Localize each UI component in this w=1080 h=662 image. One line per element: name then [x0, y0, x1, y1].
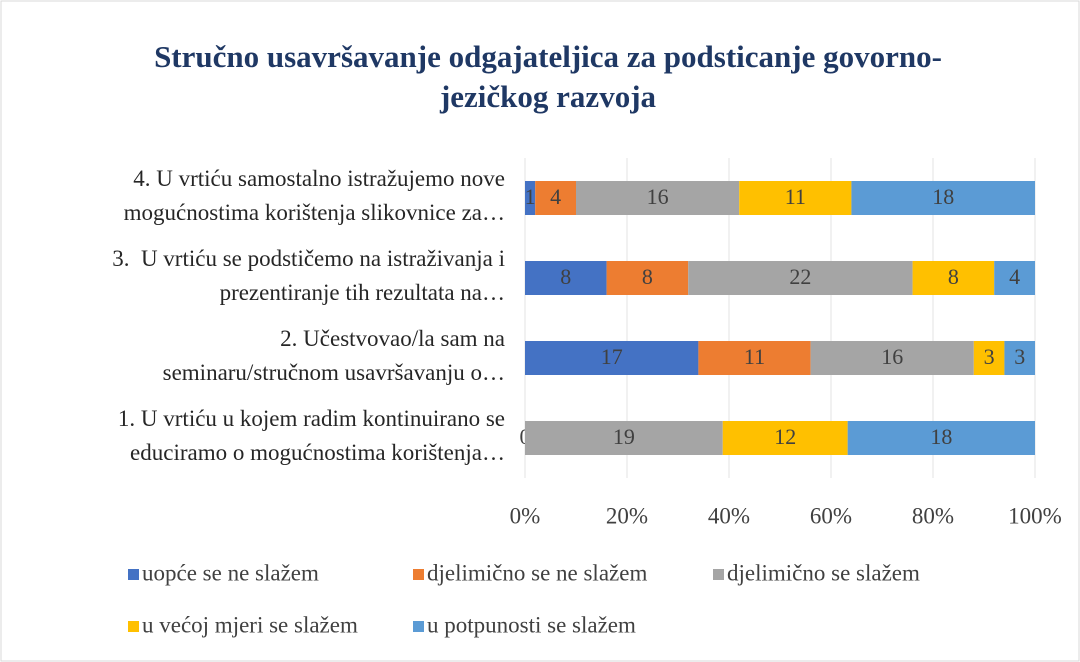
x-tick-label: 40%: [708, 503, 750, 528]
data-label: 8: [560, 264, 571, 289]
x-tick-label: 60%: [810, 503, 852, 528]
bar-segment: [912, 261, 995, 295]
data-label: 16: [881, 344, 903, 369]
data-label: 8: [642, 264, 653, 289]
y-tick-label: 2. Učestvovao/la sam na seminaru/stručnom…: [163, 326, 505, 385]
legend-label: u potpunosti se slažem: [427, 612, 636, 637]
data-label: 18: [932, 184, 954, 209]
data-label: 1: [525, 184, 536, 209]
data-label: 22: [789, 264, 811, 289]
bar-segment: [535, 181, 576, 215]
bar-segment: [688, 261, 913, 295]
x-tick-label: 100%: [1008, 503, 1062, 528]
y-tick-label: 4. U vrtiću samostalno istražujemo nove m…: [124, 166, 505, 225]
bar-segment: [973, 341, 1005, 375]
y-tick-label: 1. U vrtiću u kojem radim kontinuirano s…: [118, 406, 505, 465]
legend-label: djelimično se slažem: [727, 560, 920, 585]
x-tick-label: 80%: [912, 503, 954, 528]
legend-label: u većoj mjeri se slažem: [142, 612, 358, 637]
data-label: 17: [601, 344, 623, 369]
bar-segment: [739, 181, 852, 215]
bar-segment: [722, 421, 848, 455]
bar-segment: [847, 421, 1035, 455]
x-tick-label: 0%: [510, 503, 541, 528]
data-label: 11: [785, 184, 806, 209]
legend-swatch: [713, 569, 724, 580]
data-label: 8: [948, 264, 959, 289]
data-label: 4: [1009, 264, 1020, 289]
bar-segment: [576, 181, 740, 215]
legend-swatch: [413, 569, 424, 580]
legend-swatch: [128, 621, 139, 632]
legend-swatch: [128, 569, 139, 580]
data-label: 19: [613, 424, 635, 449]
bar-segment: [525, 181, 536, 215]
bar-segment: [525, 421, 723, 455]
legend-label: djelimično se ne slažem: [427, 560, 647, 585]
legend-label: uopće se ne slažem: [142, 560, 319, 585]
bar-segment: [698, 341, 811, 375]
bar-segment: [994, 261, 1035, 295]
bar-segment: [606, 261, 689, 295]
x-tick-label: 20%: [606, 503, 648, 528]
data-label: 11: [744, 344, 765, 369]
bar-segment: [851, 181, 1035, 215]
data-label: 12: [774, 424, 796, 449]
bar-segment: [525, 341, 699, 375]
bar-segment: [810, 341, 974, 375]
data-label: 3: [1014, 344, 1025, 369]
y-tick-label: 3. U vrtiću se podstičemo na istraživanj…: [112, 246, 505, 305]
data-label: 18: [930, 424, 952, 449]
data-label: 3: [984, 344, 995, 369]
bar-segment: [1004, 341, 1035, 375]
legend-swatch: [413, 621, 424, 632]
bar-segment: [525, 261, 607, 295]
data-label: 16: [647, 184, 669, 209]
chart-title: Stručno usavršavanje odgajateljica za po…: [154, 39, 942, 114]
data-label: 4: [550, 184, 561, 209]
